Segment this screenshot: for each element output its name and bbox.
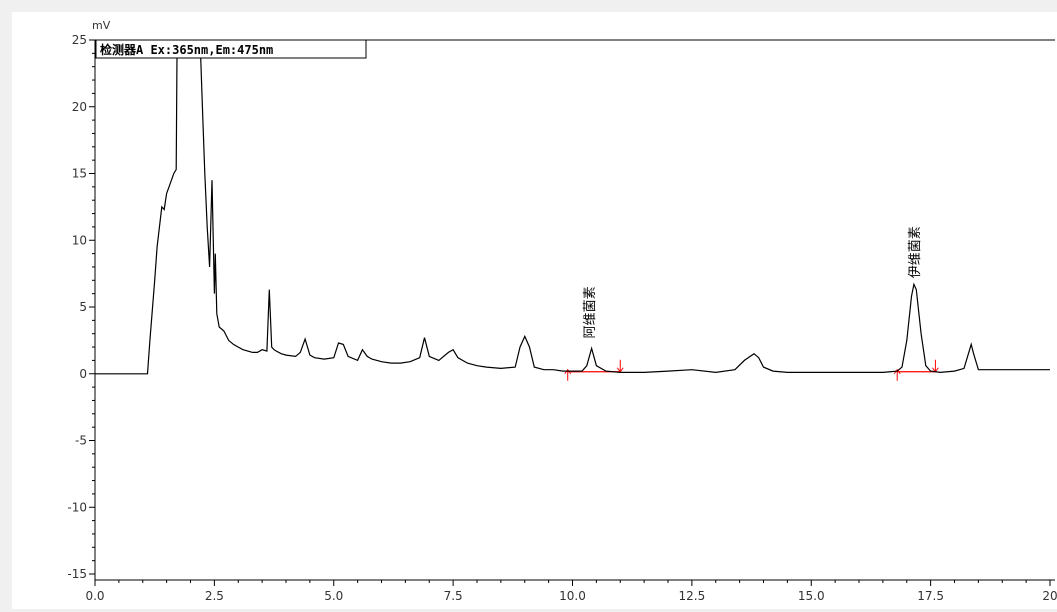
peak-label: 伊维菌素 — [908, 226, 923, 278]
y-tick-label: 5 — [79, 300, 87, 314]
x-tick-label: 0.0 — [85, 589, 104, 603]
y-tick-label: 10 — [72, 233, 87, 247]
peak-labels-group: 阿维菌素 伊维菌素 — [583, 226, 923, 338]
legend-text: 检测器A Ex:365nm,Em:475nm — [100, 42, 273, 57]
y-unit-label: mV — [92, 19, 111, 32]
x-tick-label: 12.5 — [679, 589, 706, 603]
trace-group — [95, 40, 1050, 375]
legend-box — [95, 39, 367, 59]
x-tick-label: 17.5 — [917, 589, 944, 603]
y-tick-label: -15 — [67, 567, 87, 581]
y-tick-label: 20 — [72, 100, 87, 114]
peak-label: 阿维菌素 — [583, 286, 598, 338]
chromatogram-trace — [95, 40, 1050, 375]
x-tick-label: 15.0 — [798, 589, 825, 603]
y-tick-label: 0 — [79, 367, 87, 381]
x-tick-label: 7.5 — [444, 589, 463, 603]
peak-end-marker — [616, 359, 624, 373]
x-tick-label: 5.0 — [324, 589, 343, 603]
x-tick-label: 10.0 — [559, 589, 586, 603]
x-tick-label: 20 — [1042, 589, 1057, 603]
legend-group: 检测器A Ex:365nm,Em:475nm — [95, 39, 367, 59]
y-tick-label: 15 — [72, 167, 87, 181]
y-tick-label: 25 — [72, 33, 87, 47]
x-tick-label: 2.5 — [205, 589, 224, 603]
y-tick-label: -10 — [67, 500, 87, 514]
y-tick-label: -5 — [75, 434, 87, 448]
plot-background — [12, 12, 1057, 609]
